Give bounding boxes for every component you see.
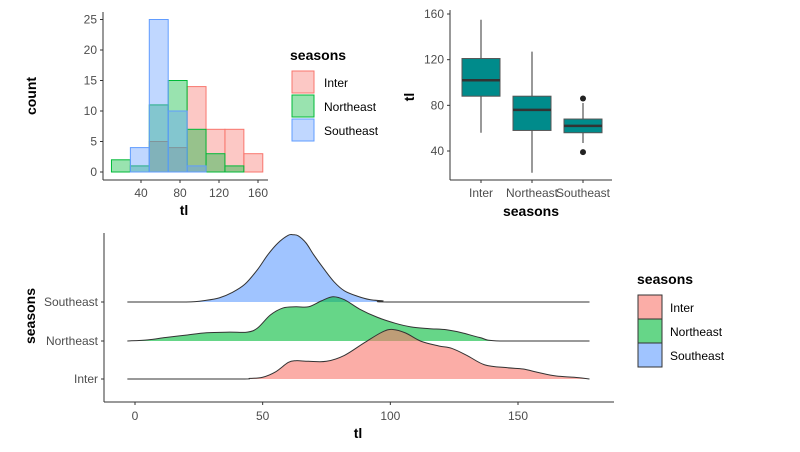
histogram-bar-southeast xyxy=(129,147,150,173)
legend-label-inter: Inter xyxy=(670,301,694,315)
histogram-bar-northeast xyxy=(205,153,226,173)
hist-x-tick-label: 40 xyxy=(134,186,148,200)
legend-key-inter xyxy=(291,70,315,94)
legend-label-southeast: Southeast xyxy=(670,349,725,363)
legend-label-inter: Inter xyxy=(324,76,348,90)
boxplot-northeast xyxy=(512,51,552,173)
box-y-tick-label: 80 xyxy=(431,98,445,112)
histogram-panel: 0 5 10 15 20 25 40 80 120 160 tl count xyxy=(23,12,268,218)
hist-y-ticks: 0 5 10 15 20 25 xyxy=(84,13,103,179)
histogram-bar-northeast xyxy=(110,159,131,173)
hist-y-tick-label: 25 xyxy=(84,13,98,27)
histogram-bar-southeast xyxy=(186,165,207,173)
legend-key-inter xyxy=(637,294,663,320)
histogram-bar-inter xyxy=(243,153,264,173)
ridgeline-panel: Inter Northeast Southeast 0 50 100 150 tl sea… xyxy=(22,233,614,441)
density-line-inter xyxy=(127,328,590,380)
ridgeline-legend: seasons Inter Northeast Southeast xyxy=(637,271,725,368)
histogram-bar-southeast xyxy=(148,19,169,173)
histogram-bars xyxy=(110,19,264,173)
ridge-x-tick-label: 50 xyxy=(256,409,270,423)
hist-x-ticks: 40 80 120 160 xyxy=(134,180,268,200)
hist-x-axis-title: tl xyxy=(180,202,189,218)
ridge-y-tick-label: Inter xyxy=(74,372,98,386)
ridge-y-ticks: Inter Northeast Southeast xyxy=(44,295,104,386)
legend-key-northeast xyxy=(291,94,315,118)
hist-y-tick-label: 15 xyxy=(84,74,98,88)
box-x-tick-label: Inter xyxy=(469,186,493,200)
hist-y-tick-label: 5 xyxy=(90,135,97,149)
legend-title: seasons xyxy=(637,271,693,287)
ridgeline-marks xyxy=(127,233,590,380)
hist-y-tick-label: 10 xyxy=(84,104,98,118)
density-line-northeast xyxy=(127,296,590,342)
hist-x-tick-label: 80 xyxy=(173,186,187,200)
legend-key-southeast xyxy=(637,342,663,368)
ridge-y-axis-title: seasons xyxy=(22,288,38,344)
ridge-x-axis-title: tl xyxy=(354,425,363,441)
box-x-tick-label: Northeast xyxy=(506,186,559,200)
legend-key-southeast xyxy=(291,118,315,142)
histogram-bar-northeast xyxy=(224,165,245,173)
box-y-axis-title: tl xyxy=(401,93,417,102)
box-y-ticks: 40 80 120 160 xyxy=(424,7,450,158)
histogram-legend: seasons Inter Northeast Southeast xyxy=(290,47,379,142)
density-fill-inter xyxy=(127,329,590,379)
hist-y-axis-title: count xyxy=(23,77,39,115)
box-y-tick-label: 40 xyxy=(431,144,445,158)
box-x-axis-title: seasons xyxy=(503,203,559,219)
legend-title: seasons xyxy=(290,47,346,63)
ridge-x-tick-label: 100 xyxy=(380,409,400,423)
box-y-tick-label: 160 xyxy=(424,7,444,21)
hist-y-tick-label: 0 xyxy=(90,165,97,179)
hist-x-tick-label: 120 xyxy=(209,186,229,200)
ridge-x-tick-label: 150 xyxy=(508,409,528,423)
box-y-tick-label: 120 xyxy=(424,53,444,67)
box-x-tick-label: Southeast xyxy=(556,186,611,200)
outlier-point xyxy=(580,95,586,102)
boxplot-marks xyxy=(461,19,603,173)
hist-x-tick-label: 160 xyxy=(248,186,268,200)
ridge-x-tick-label: 0 xyxy=(132,409,139,423)
legend-label-southeast: Southeast xyxy=(324,124,379,138)
boxplot-southeast xyxy=(563,95,603,156)
legend-label-northeast: Northeast xyxy=(670,325,723,339)
outlier-point xyxy=(580,149,586,156)
box-iqr xyxy=(461,58,501,97)
legend-key-northeast xyxy=(637,318,663,344)
box-iqr xyxy=(512,95,552,131)
ridge-x-ticks: 0 50 100 150 xyxy=(132,402,528,423)
density-fill-southeast xyxy=(127,234,590,302)
legend-label-northeast: Northeast xyxy=(324,100,377,114)
density-fill-northeast xyxy=(127,296,590,341)
boxplot-inter xyxy=(461,19,501,133)
histogram-bar-southeast xyxy=(167,110,188,173)
density-line-southeast xyxy=(127,233,590,303)
ridge-y-tick-label: Northeast xyxy=(46,334,99,348)
hist-y-tick-label: 20 xyxy=(84,43,98,57)
ridge-y-tick-label: Southeast xyxy=(44,295,99,309)
